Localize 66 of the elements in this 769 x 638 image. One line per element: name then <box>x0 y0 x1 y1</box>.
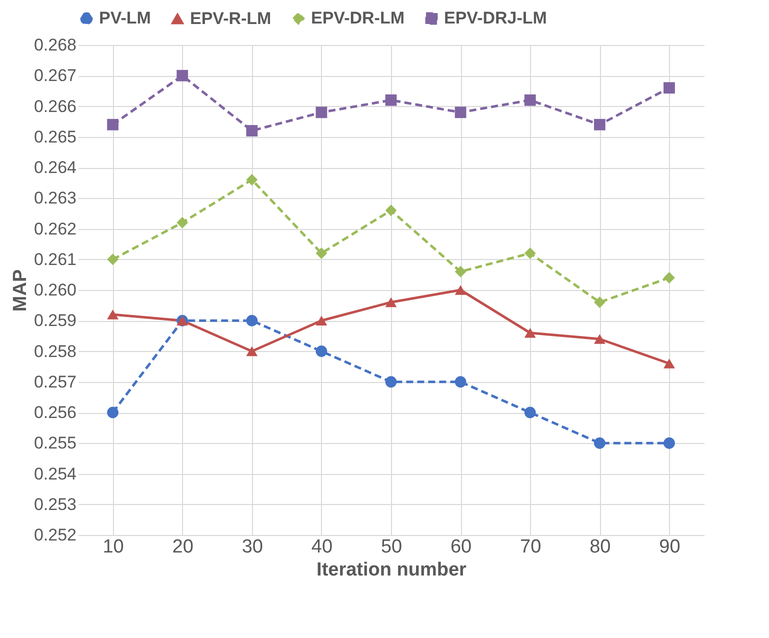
point <box>107 254 118 266</box>
point <box>454 106 466 118</box>
y-tick-label: 0.263 <box>34 188 76 208</box>
point <box>176 70 188 82</box>
point <box>594 437 606 449</box>
y-axis-title: MAP <box>10 269 31 312</box>
x-tick-label: 90 <box>659 536 680 558</box>
point <box>385 376 397 388</box>
point <box>454 376 466 388</box>
y-tick-label: 0.260 <box>34 280 76 300</box>
y-tick-label: 0.253 <box>34 494 76 514</box>
point <box>316 248 328 259</box>
x-tick-label: 10 <box>102 536 124 558</box>
point <box>107 310 118 320</box>
point <box>664 272 675 284</box>
y-tick-label: 0.257 <box>34 372 76 392</box>
point <box>664 358 675 368</box>
point <box>594 118 606 130</box>
point <box>316 106 328 118</box>
point <box>385 94 397 106</box>
y-tick-label: 0.261 <box>34 250 76 269</box>
point <box>664 437 675 449</box>
x-tick-label: 40 <box>311 536 333 558</box>
y-tick-label: 0.256 <box>34 403 76 422</box>
y-tick-label: 0.264 <box>34 158 76 177</box>
legend-label: PV-LM <box>99 8 151 28</box>
point <box>107 406 118 418</box>
x-tick-label: 60 <box>450 536 472 558</box>
legend-label: EPV-R-LM <box>190 8 272 28</box>
x-tick-label: 50 <box>380 536 402 558</box>
point <box>524 248 536 259</box>
x-axis-title: Iteration number <box>316 560 468 580</box>
point <box>454 285 466 295</box>
point <box>385 297 397 308</box>
point <box>107 118 118 130</box>
y-tick-label: 0.258 <box>34 342 76 361</box>
x-tick-label: 70 <box>520 536 542 558</box>
x-tick-label: 20 <box>172 536 194 558</box>
y-tick-label: 0.268 <box>34 36 76 54</box>
point <box>385 204 397 216</box>
y-tick-label: 0.255 <box>34 434 76 453</box>
legend-label: EPV-DR-LM <box>311 8 404 28</box>
point <box>454 266 466 278</box>
y-tick-label: 0.259 <box>34 311 76 330</box>
y-tick-label: 0.252 <box>34 526 76 544</box>
x-tick-label: 80 <box>590 536 611 558</box>
point <box>524 94 536 106</box>
y-tick-label: 0.266 <box>34 96 76 116</box>
legend-label: EPV-DRJ-LM <box>444 8 547 28</box>
point <box>524 406 536 418</box>
y-tick-label: 0.265 <box>34 127 76 146</box>
y-tick-label: 0.254 <box>34 464 76 484</box>
point <box>524 328 536 338</box>
point <box>246 346 258 356</box>
point <box>316 316 328 326</box>
point <box>664 82 675 94</box>
point <box>246 314 258 326</box>
point <box>594 334 606 344</box>
point <box>316 346 328 357</box>
y-tick-label: 0.267 <box>34 66 76 86</box>
point <box>246 125 258 136</box>
point <box>246 174 258 186</box>
x-tick-label: 30 <box>242 536 263 558</box>
point <box>176 216 188 228</box>
point <box>594 296 606 308</box>
y-tick-label: 0.262 <box>34 219 76 238</box>
